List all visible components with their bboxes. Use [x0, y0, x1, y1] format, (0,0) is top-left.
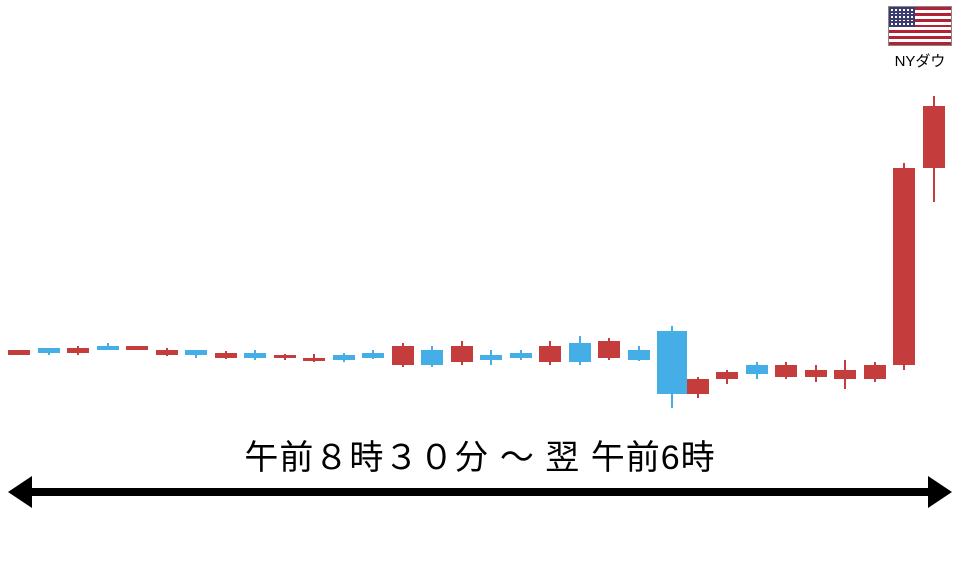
arrow-right-icon	[928, 476, 952, 508]
candle	[805, 0, 827, 480]
candle	[67, 0, 89, 480]
candle	[38, 0, 60, 480]
candle	[834, 0, 856, 480]
time-range-arrow	[8, 457, 952, 527]
candle	[303, 0, 325, 480]
candle	[923, 0, 945, 480]
candle	[598, 0, 620, 480]
arrow-line	[22, 488, 938, 496]
candle	[716, 0, 738, 480]
flag-block: NYダウ	[888, 6, 952, 71]
candle	[333, 0, 355, 480]
candle	[215, 0, 237, 480]
candle	[97, 0, 119, 480]
flag-label: NYダウ	[888, 50, 952, 71]
candle	[480, 0, 502, 480]
candle	[569, 0, 591, 480]
candle	[156, 0, 178, 480]
candle	[539, 0, 561, 480]
candle	[362, 0, 384, 480]
candle	[687, 0, 709, 480]
candle	[244, 0, 266, 480]
candle	[893, 0, 915, 480]
candle	[185, 0, 207, 480]
candle	[864, 0, 886, 480]
candle	[775, 0, 797, 480]
candle	[451, 0, 473, 480]
candle	[392, 0, 414, 480]
candle	[8, 0, 30, 480]
us-flag-icon	[888, 6, 952, 46]
candle	[657, 0, 687, 480]
candlestick-chart	[8, 0, 952, 480]
candle	[628, 0, 650, 480]
candle	[510, 0, 532, 480]
candle	[274, 0, 296, 480]
candle	[421, 0, 443, 480]
candle	[126, 0, 148, 480]
candle	[746, 0, 768, 480]
